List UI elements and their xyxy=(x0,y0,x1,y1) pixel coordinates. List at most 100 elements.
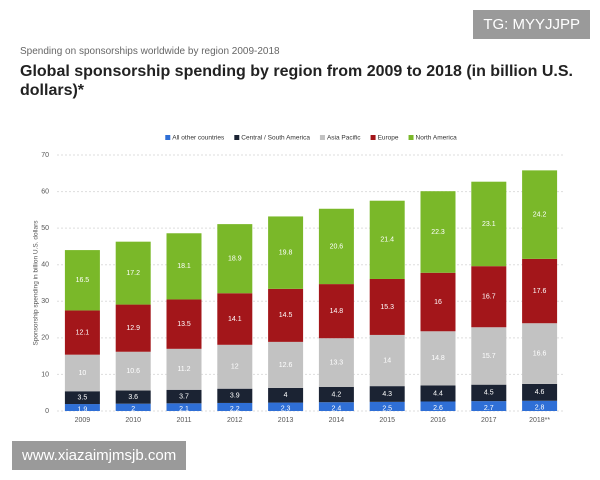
data-label: 14.8 xyxy=(431,355,445,362)
legend-swatch xyxy=(408,135,414,140)
data-label: 1.9 xyxy=(78,406,88,413)
bar-segment xyxy=(369,386,405,402)
bar-segment xyxy=(420,385,456,402)
bar-segment xyxy=(166,299,202,349)
bar-segment xyxy=(64,310,100,355)
bar-segment xyxy=(420,401,456,411)
legend-swatch xyxy=(370,135,376,140)
data-label: 2.3 xyxy=(281,406,291,413)
data-label: 16 xyxy=(434,299,442,306)
data-label: 2.4 xyxy=(332,405,342,412)
y-tick-label: 60 xyxy=(41,188,49,195)
data-label: 3.7 xyxy=(179,393,189,400)
data-label: 2 xyxy=(131,406,135,413)
bar-segment xyxy=(268,216,304,289)
bar-segment xyxy=(217,224,253,294)
x-tick-label: 2016 xyxy=(430,417,446,424)
bar-segment xyxy=(166,233,202,300)
data-label: 14.5 xyxy=(279,312,293,319)
bar-segment xyxy=(268,288,304,342)
data-label: 14.1 xyxy=(228,316,242,323)
data-label: 11.2 xyxy=(177,366,190,373)
bar-segment xyxy=(115,304,151,352)
bar-segment xyxy=(471,266,507,328)
x-tick-label: 2015 xyxy=(379,417,395,424)
data-label: 12.1 xyxy=(76,329,90,336)
y-tick-label: 40 xyxy=(41,262,49,269)
bar-segment xyxy=(318,208,354,285)
bar-segment xyxy=(522,258,558,324)
bar-segment xyxy=(471,181,507,267)
bar-segment xyxy=(166,403,202,411)
data-label: 4 xyxy=(284,392,288,399)
data-label: 16.5 xyxy=(76,277,90,284)
data-label: 3.6 xyxy=(128,394,138,401)
legend-label: Central / South America xyxy=(241,135,310,142)
x-tick-label: 2009 xyxy=(75,417,91,424)
data-label: 13.3 xyxy=(330,359,344,366)
data-label: 10.6 xyxy=(126,368,140,375)
bar-segment xyxy=(217,388,253,403)
bar-segment xyxy=(166,348,202,390)
y-axis-label: Sponsorship spending in billion U.S. dol… xyxy=(33,220,40,346)
data-label: 4.6 xyxy=(535,389,545,396)
bar-segment xyxy=(471,401,507,411)
data-label: 14.8 xyxy=(330,308,344,315)
legend-swatch xyxy=(234,135,240,140)
bar-segment xyxy=(420,191,456,273)
data-label: 2.7 xyxy=(484,405,494,412)
data-label: 16.6 xyxy=(533,350,547,357)
bar-segment xyxy=(217,402,253,411)
data-label: 4.5 xyxy=(484,390,494,397)
data-label: 12 xyxy=(231,364,239,371)
y-tick-label: 0 xyxy=(45,408,49,415)
bar-segment xyxy=(471,384,507,402)
legend-label: All other countries xyxy=(172,135,225,142)
bar-segment xyxy=(420,272,456,332)
bar-segment xyxy=(318,402,354,411)
legend-swatch xyxy=(165,135,171,140)
bar-segment xyxy=(420,331,456,386)
x-tick-label: 2017 xyxy=(481,417,497,424)
data-label: 4.2 xyxy=(332,391,342,398)
data-label: 15.3 xyxy=(380,304,394,311)
y-tick-label: 30 xyxy=(41,298,49,305)
bar-segment xyxy=(268,341,304,388)
x-tick-label: 2011 xyxy=(176,417,191,424)
data-label: 2.2 xyxy=(230,406,240,413)
bar-segment xyxy=(522,323,558,384)
y-tick-label: 70 xyxy=(41,152,49,159)
data-label: 18.1 xyxy=(177,263,191,270)
data-label: 12.9 xyxy=(126,325,140,332)
bar-segment xyxy=(64,404,100,411)
bar-segment xyxy=(318,338,354,387)
x-tick-label: 2013 xyxy=(278,417,294,424)
bar-segment xyxy=(64,250,100,311)
data-label: 21.4 xyxy=(380,237,394,244)
chart-title: Global sponsorship spending by region fr… xyxy=(20,63,573,99)
data-label: 2.5 xyxy=(382,405,392,412)
bar-segment xyxy=(471,327,507,385)
data-label: 24.2 xyxy=(533,211,547,218)
x-tick-label: 2018** xyxy=(529,417,550,424)
bar-segment xyxy=(64,354,100,392)
data-label: 19.8 xyxy=(279,249,293,256)
bar-segment xyxy=(217,293,253,345)
data-label: 2.1 xyxy=(179,406,189,413)
bar-segment xyxy=(369,401,405,411)
bar-segment xyxy=(268,387,304,403)
data-label: 3.9 xyxy=(230,393,240,400)
data-label: 23.1 xyxy=(482,221,496,228)
x-tick-label: 2014 xyxy=(329,417,345,424)
data-label: 20.6 xyxy=(330,243,344,250)
watermark: www.xiazaimjmsjb.com xyxy=(12,441,187,470)
legend-label: Europe xyxy=(378,135,399,142)
bar-segment xyxy=(268,402,304,411)
bar-segment xyxy=(318,386,354,403)
data-label: 18.9 xyxy=(228,256,242,263)
x-tick-label: 2010 xyxy=(125,417,141,424)
data-label: 13.5 xyxy=(177,321,191,328)
data-label: 17.2 xyxy=(126,270,140,277)
